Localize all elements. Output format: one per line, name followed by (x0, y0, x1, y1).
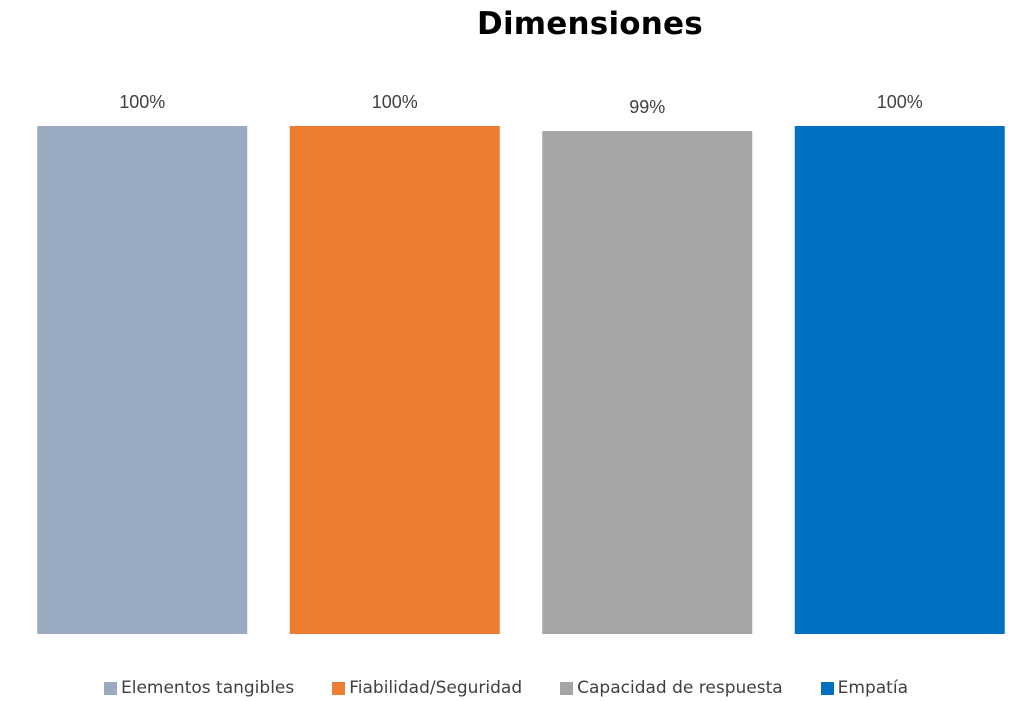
chart-title: Dimensiones (477, 6, 703, 42)
legend-swatch (332, 681, 346, 695)
legend-item-empatia: Empatía (820, 678, 908, 698)
legend-item-fiabilidad-seguridad: Fiabilidad/Seguridad (332, 678, 522, 698)
data-label-capacidad-de-respuesta: 99% (629, 97, 665, 117)
bar-elementos-tangibles (37, 126, 248, 634)
legend-label: Fiabilidad/Seguridad (349, 678, 523, 698)
legend-label: Elementos tangibles (120, 678, 295, 698)
legend-item-elementos-tangibles: Elementos tangibles (103, 678, 295, 698)
legend-label: Capacidad de respuesta (577, 678, 783, 698)
legend-swatch (820, 681, 834, 695)
legend-swatch (103, 681, 117, 695)
data-label-fiabilidad-seguridad: 100% (372, 92, 418, 112)
bar-fiabilidad-seguridad (289, 126, 500, 634)
bar-capacidad-de-respuesta (542, 131, 753, 634)
legend-swatch (560, 681, 574, 695)
legend-item-capacidad-de-respuesta: Capacidad de respuesta (560, 678, 783, 698)
data-label-empatia: 100% (877, 92, 923, 112)
data-label-elementos-tangibles: 100% (119, 92, 165, 112)
legend-label: Empatía (837, 678, 908, 698)
bar-empatia (794, 126, 1005, 634)
chart-legend: Elementos tangibles Fiabilidad/Seguridad C… (0, 676, 1012, 700)
